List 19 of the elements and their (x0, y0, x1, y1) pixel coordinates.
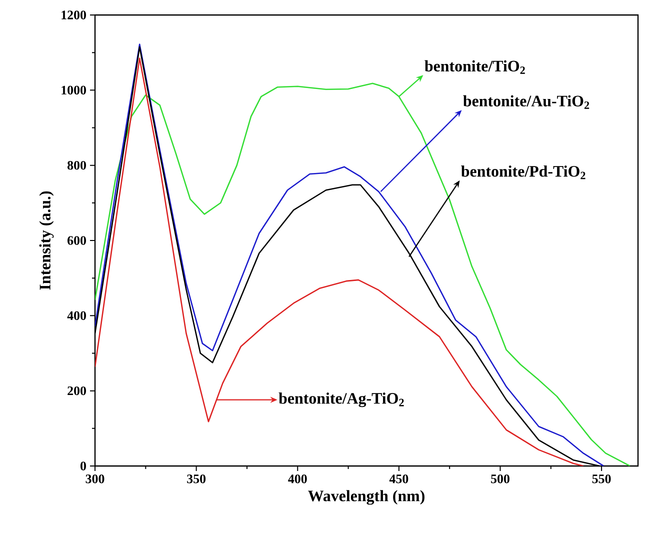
y-tick-label: 1200 (62, 10, 86, 20)
y-tick-label: 1000 (62, 86, 86, 95)
annotation: bentonite/Pd-TiO$_{2}$ (461, 166, 586, 180)
x-tick-label: 500 (491, 474, 510, 484)
annotation: bentonite/Au-TiO$_{2}$ (463, 95, 590, 109)
x-tick-label: 350 (187, 474, 206, 484)
annotation: bentonite/TiO$_{2}$ (424, 60, 525, 74)
y-tick-label: 800 (68, 160, 86, 170)
y-tick-label: 0 (80, 462, 86, 470)
x-tick-label: 450 (389, 474, 408, 484)
x-tick-label: 550 (592, 474, 611, 484)
annotation: bentonite/Ag-TiO$_{2}$ (278, 392, 404, 408)
x-tick-label: 300 (86, 474, 104, 484)
x-tick-label: 400 (288, 474, 307, 484)
y-tick-label: 200 (68, 386, 86, 396)
y-axis-title: Intensity (a.u.) (39, 191, 54, 290)
y-tick-label: 400 (67, 311, 86, 320)
y-tick-label: 600 (68, 236, 86, 245)
x-axis-title: Wavelength (nm) (308, 490, 424, 505)
